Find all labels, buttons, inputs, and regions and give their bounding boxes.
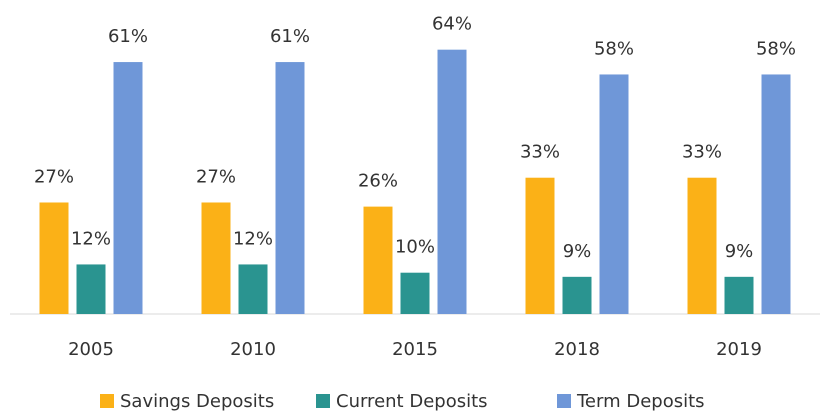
legend-label: Term Deposits bbox=[576, 391, 705, 412]
data-label: 10% bbox=[395, 237, 435, 258]
bar bbox=[39, 202, 69, 314]
legend-swatch bbox=[557, 394, 571, 408]
data-label: 61% bbox=[270, 26, 310, 47]
bar bbox=[761, 74, 791, 315]
bar bbox=[437, 49, 467, 315]
x-tick-label: 2019 bbox=[716, 339, 762, 360]
x-tick-label: 2018 bbox=[554, 339, 600, 360]
bar bbox=[599, 74, 629, 315]
bar bbox=[363, 206, 393, 314]
bar bbox=[562, 276, 592, 314]
data-label: 12% bbox=[71, 228, 111, 249]
bar bbox=[113, 62, 143, 314]
x-tick-label: 2010 bbox=[230, 339, 276, 360]
bar bbox=[525, 177, 555, 314]
data-label: 27% bbox=[196, 166, 236, 187]
bar bbox=[724, 276, 754, 314]
bar bbox=[238, 264, 268, 314]
data-label: 27% bbox=[34, 166, 74, 187]
legend-label: Current Deposits bbox=[336, 391, 488, 412]
data-label: 9% bbox=[563, 241, 592, 262]
legend-label: Savings Deposits bbox=[120, 391, 274, 412]
data-label: 12% bbox=[233, 228, 273, 249]
data-label: 26% bbox=[358, 171, 398, 192]
data-label: 33% bbox=[682, 142, 722, 163]
bar bbox=[201, 202, 231, 314]
bar bbox=[275, 62, 305, 314]
legend-swatch bbox=[316, 394, 330, 408]
x-tick-label: 2015 bbox=[392, 339, 438, 360]
bar bbox=[400, 272, 430, 314]
bar bbox=[76, 264, 106, 314]
legend-swatch bbox=[100, 394, 114, 408]
data-label: 61% bbox=[108, 26, 148, 47]
bar bbox=[687, 177, 717, 314]
data-label: 9% bbox=[725, 241, 754, 262]
data-label: 58% bbox=[594, 38, 634, 59]
data-label: 58% bbox=[756, 38, 796, 59]
x-tick-label: 2005 bbox=[68, 339, 114, 360]
data-label: 33% bbox=[520, 142, 560, 163]
data-label: 64% bbox=[432, 14, 472, 35]
